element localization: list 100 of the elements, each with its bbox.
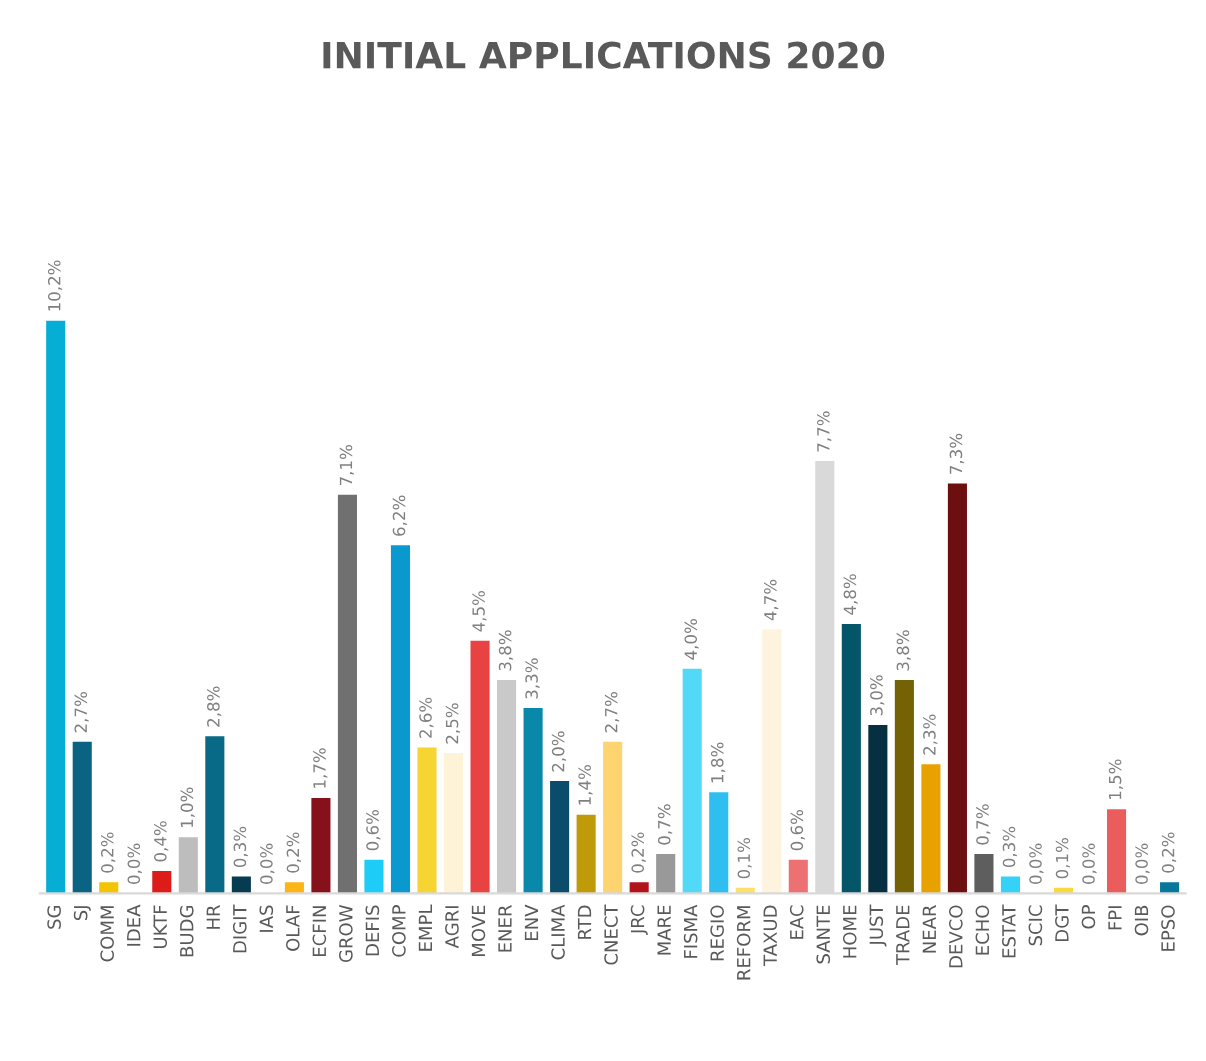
data-label: 0,2%	[1161, 832, 1177, 873]
data-label: 0,7%	[657, 804, 673, 845]
x-tick-label: FISMA	[683, 904, 698, 958]
bar	[921, 764, 941, 894]
data-label: 0,0%	[1029, 843, 1044, 884]
x-tick-label: CNECT	[604, 904, 618, 965]
data-label: 7,1%	[339, 445, 354, 486]
bar	[497, 680, 517, 894]
bar	[788, 859, 808, 894]
x-tick-label: OIB	[1134, 905, 1149, 936]
x-tick-label: AGRI	[445, 906, 459, 949]
bar	[417, 747, 437, 894]
data-label: 3,8%	[498, 630, 514, 671]
x-tick-label: FPI	[1108, 906, 1122, 930]
x-tick-label: SANTE	[816, 905, 831, 964]
x-tick-label: DEVCO	[949, 905, 963, 968]
x-tick-label: ECFIN	[312, 906, 327, 956]
data-label: 6,2%	[392, 495, 408, 536]
x-tick-label: IAS	[259, 905, 274, 932]
x-tick-label: IDEA	[127, 904, 141, 946]
data-label: 1,7%	[313, 748, 328, 788]
data-label: 0,0%	[1135, 843, 1150, 884]
x-tick-label: GROW	[339, 905, 353, 963]
x-tick-label: SJ	[73, 906, 91, 921]
data-label: 7,7%	[817, 411, 832, 452]
data-label: 2,5%	[445, 703, 461, 744]
x-tick-label: UKTF	[153, 905, 168, 948]
chart-title: INITIAL APPLICATIONS 2020	[323, 41, 885, 69]
bar	[364, 859, 384, 894]
x-tick-label: TAXUD	[763, 905, 778, 966]
x-tick-label: ESTAT	[1002, 904, 1016, 958]
bar	[443, 753, 464, 894]
data-label: 0,3%	[1002, 826, 1017, 868]
x-tick-label: HR	[206, 904, 220, 929]
x-tick-label: SCIC	[1028, 905, 1043, 946]
x-tick-label: EMPL	[418, 904, 432, 951]
data-label: 2,6%	[419, 697, 434, 738]
data-label: 0,4%	[154, 821, 169, 862]
x-tick-label: NEAR	[922, 904, 936, 953]
data-label: 0,0%	[260, 843, 275, 884]
x-tick-label: MARE	[657, 905, 671, 955]
bar	[152, 870, 172, 894]
bar	[656, 854, 676, 894]
bar	[894, 680, 914, 894]
x-tick-label: OLAF	[285, 905, 300, 951]
bar	[841, 623, 861, 894]
bar	[576, 814, 596, 894]
data-label: 4,0%	[684, 619, 699, 660]
data-label: 2,7%	[604, 692, 620, 733]
data-label: 1,4%	[578, 765, 593, 805]
data-label: 0,1%	[1055, 837, 1071, 879]
data-label: 4,8%	[843, 574, 858, 615]
bar	[390, 545, 411, 894]
data-label: 1,8%	[710, 742, 726, 783]
bar	[682, 668, 702, 894]
bar	[523, 708, 543, 894]
bar	[974, 854, 994, 894]
data-label: 3,3%	[525, 658, 540, 699]
x-tick-label: EPSO	[1161, 905, 1175, 951]
bar	[709, 792, 729, 894]
x-tick-label: COMP	[392, 905, 406, 957]
data-label: 3,8%	[896, 630, 911, 671]
data-label: 0,2%	[286, 832, 301, 873]
x-tick-label: DEFIS	[365, 905, 380, 956]
bar	[337, 494, 357, 894]
data-label: 7,3%	[949, 433, 964, 474]
bar	[205, 736, 225, 894]
x-tick-label: DGT	[1055, 904, 1069, 941]
x-tick-label: ENER	[498, 904, 512, 952]
bar	[603, 741, 623, 894]
data-label: 0,2%	[631, 832, 646, 873]
x-tick-label: OP	[1081, 905, 1096, 929]
data-label: 3,0%	[870, 675, 885, 716]
x-tick-label: EAC	[789, 905, 804, 939]
data-label: 2,0%	[551, 731, 567, 772]
data-label: 0,2%	[100, 832, 116, 873]
x-tick-label: RTD	[577, 905, 592, 939]
data-label: 4,7%	[764, 579, 779, 621]
data-label: 0,7%	[976, 804, 991, 845]
x-tick-label: SG	[47, 905, 61, 929]
bar	[868, 724, 888, 894]
data-label: 1,5%	[1108, 759, 1124, 799]
data-label: 0,6%	[790, 809, 805, 851]
x-tick-label: DIGIT	[232, 904, 247, 953]
x-tick-label: BUDG	[179, 905, 194, 957]
x-tick-label: JRC	[630, 905, 648, 935]
x-tick-label: REGIO	[710, 905, 724, 961]
data-label: 0,0%	[1082, 843, 1097, 884]
x-tick-label: TRADE	[896, 905, 910, 966]
x-tick-label: REFORM	[736, 906, 751, 980]
x-tick-label: COMM	[100, 906, 114, 962]
data-label: 10,2%	[47, 260, 63, 311]
data-label: 0,0%	[127, 843, 142, 884]
bar	[762, 629, 782, 894]
bar	[470, 640, 490, 894]
bar	[550, 781, 570, 894]
data-label: 4,5%	[472, 590, 487, 632]
x-tick-label: MOVE	[471, 905, 486, 956]
bar	[72, 741, 92, 894]
data-label: 2,7%	[74, 692, 89, 733]
